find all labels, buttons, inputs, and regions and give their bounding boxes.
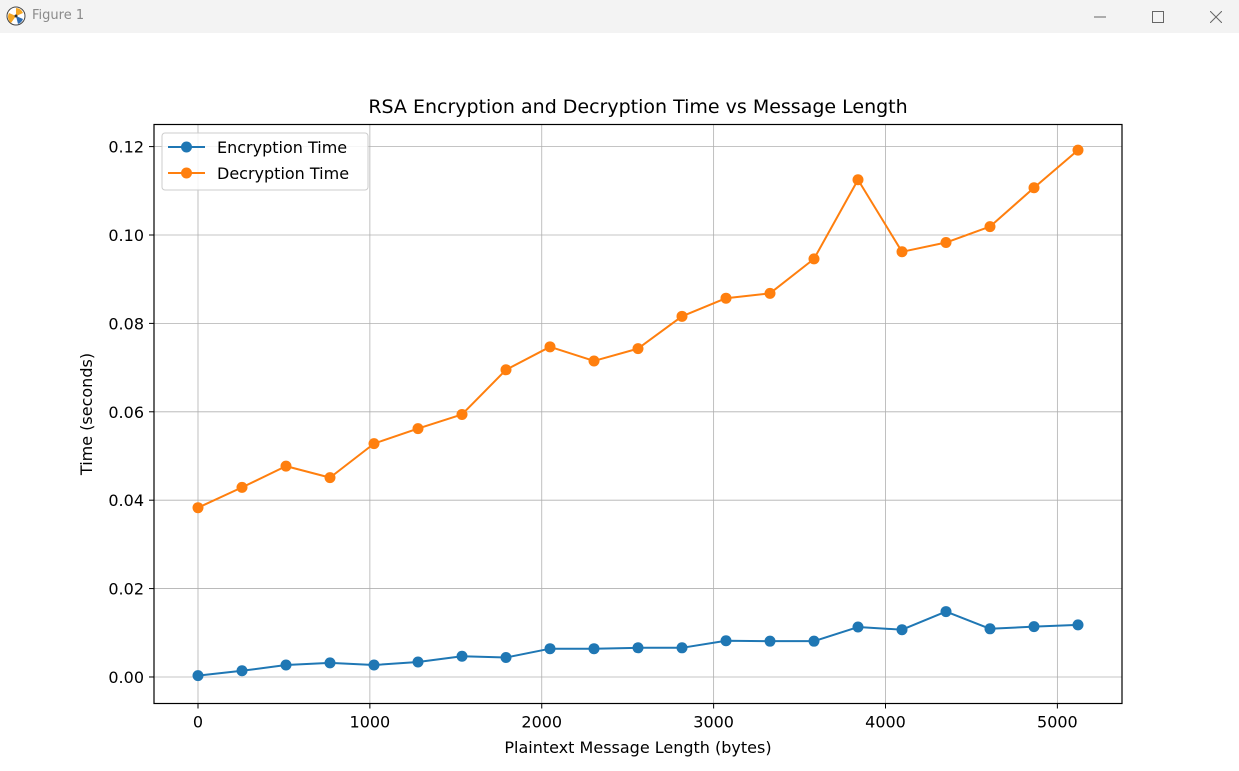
data-point-encryption <box>456 650 468 662</box>
window-titlebar: Figure 1 <box>0 0 1239 33</box>
y-axis-label: Time (seconds) <box>77 353 96 476</box>
chart-title: RSA Encryption and Decryption Time vs Me… <box>368 96 907 118</box>
y-tick-label: 0.10 <box>108 226 144 245</box>
data-point-encryption <box>324 657 336 669</box>
grid <box>154 124 1122 704</box>
data-point-decryption <box>1072 144 1084 156</box>
matplotlib-logo-icon <box>6 6 26 26</box>
x-tick-label: 3000 <box>693 713 734 732</box>
y-tick-label: 0.08 <box>108 314 144 333</box>
close-button[interactable] <box>1193 0 1239 33</box>
data-point-decryption <box>764 287 776 299</box>
data-point-encryption <box>544 643 556 655</box>
chart: RSA Encryption and Decryption Time vs Me… <box>77 96 1123 757</box>
data-point-encryption <box>1028 621 1040 633</box>
data-point-encryption <box>764 635 776 647</box>
data-point-encryption <box>368 659 380 671</box>
window-title: Figure 1 <box>32 8 85 23</box>
y-tick-label: 0.04 <box>108 491 144 510</box>
y-tick-label: 0.12 <box>108 138 144 157</box>
data-point-encryption <box>588 643 600 655</box>
data-point-encryption <box>852 621 864 633</box>
data-point-encryption <box>236 665 248 677</box>
data-point-decryption <box>412 423 424 435</box>
data-point-encryption <box>984 623 996 635</box>
data-point-decryption <box>720 292 732 304</box>
data-point-decryption <box>368 438 380 450</box>
y-tick-label: 0.06 <box>108 403 144 422</box>
series-line-decryption <box>197 149 1079 509</box>
y-tick-label: 0.02 <box>108 580 144 599</box>
data-point-decryption <box>500 364 512 376</box>
data-point-decryption <box>896 246 908 258</box>
legend-marker-encryption <box>181 141 192 153</box>
data-point-encryption <box>500 652 512 664</box>
maximize-button[interactable] <box>1135 0 1181 33</box>
x-tick-label: 1000 <box>350 713 391 732</box>
data-point-encryption <box>720 635 732 647</box>
data-point-encryption <box>940 606 952 618</box>
data-point-decryption <box>852 174 864 186</box>
x-axis-label: Plaintext Message Length (bytes) <box>504 738 771 757</box>
data-point-decryption <box>456 408 468 420</box>
data-point-decryption <box>984 221 996 233</box>
data-point-encryption <box>280 659 292 671</box>
minimize-icon <box>1094 16 1106 17</box>
legend-box <box>161 132 369 191</box>
figure-canvas: RSA Encryption and Decryption Time vs Me… <box>0 33 1239 767</box>
x-tick-label: 4000 <box>865 713 906 732</box>
data-point-decryption <box>940 237 952 249</box>
data-point-decryption <box>808 253 820 265</box>
data-point-encryption <box>808 635 820 647</box>
maximize-icon <box>1152 10 1164 23</box>
close-icon <box>1210 10 1222 23</box>
legend-marker-decryption <box>181 167 192 179</box>
data-point-encryption <box>676 642 688 654</box>
data-point-decryption <box>280 460 292 472</box>
data-point-decryption <box>588 355 600 367</box>
data-point-encryption <box>632 642 644 654</box>
x-tick-label: 2000 <box>521 713 562 732</box>
legend: Encryption Time Decryption Time <box>161 132 369 191</box>
minimize-button[interactable] <box>1077 0 1123 33</box>
series-layer <box>192 144 1084 682</box>
data-point-decryption <box>544 341 556 353</box>
data-point-decryption <box>324 472 336 484</box>
data-point-decryption <box>676 310 688 322</box>
legend-label-encryption: Encryption Time <box>217 138 347 157</box>
legend-label-decryption: Decryption Time <box>217 164 349 183</box>
data-point-encryption <box>192 670 204 682</box>
y-axis-ticks: 0.00 0.02 0.04 0.06 0.08 0.10 0.12 <box>108 138 154 687</box>
data-point-encryption <box>412 656 424 668</box>
data-point-decryption <box>236 481 248 493</box>
data-point-encryption <box>1072 619 1084 631</box>
data-point-encryption <box>896 624 908 636</box>
plot-frame <box>153 123 1123 705</box>
x-tick-label: 0 <box>193 713 203 732</box>
y-tick-label: 0.00 <box>108 668 144 687</box>
x-tick-label: 5000 <box>1037 713 1078 732</box>
data-point-decryption <box>1028 182 1040 194</box>
data-point-decryption <box>632 343 644 355</box>
x-axis-ticks: 0 1000 2000 3000 4000 5000 <box>193 703 1078 732</box>
data-point-decryption <box>192 502 204 514</box>
